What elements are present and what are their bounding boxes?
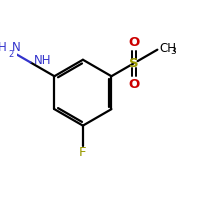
Text: O: O xyxy=(128,36,139,49)
Text: 2: 2 xyxy=(8,50,13,59)
Text: N: N xyxy=(12,41,21,54)
Text: 3: 3 xyxy=(170,47,176,56)
Text: O: O xyxy=(128,78,139,91)
Text: H: H xyxy=(0,41,7,54)
Text: S: S xyxy=(129,57,138,70)
Text: CH: CH xyxy=(159,42,176,55)
Text: F: F xyxy=(79,146,87,159)
Text: NH: NH xyxy=(34,54,52,67)
